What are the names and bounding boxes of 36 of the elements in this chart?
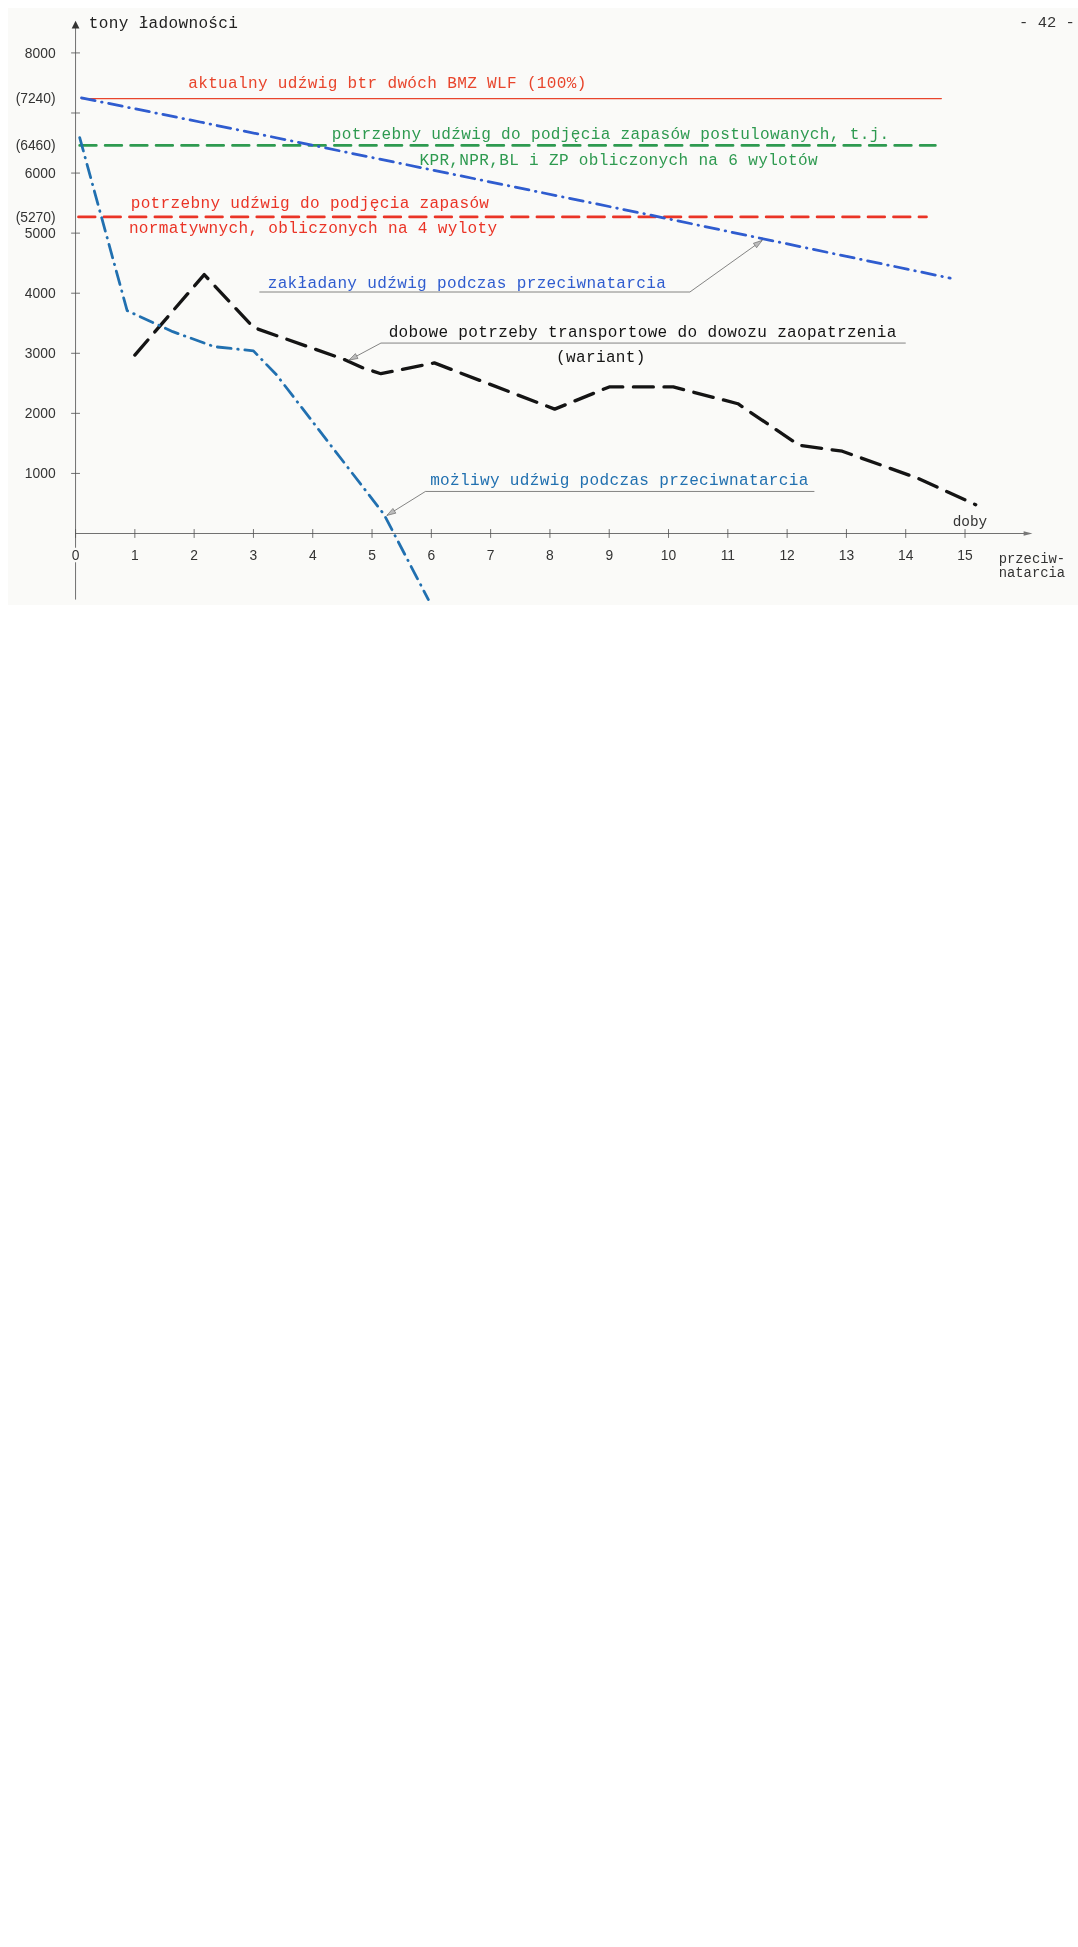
y-tick-label: 4000 [24, 285, 56, 302]
y-tick-label: 3000 [24, 345, 56, 362]
y-tick-label: 2000 [24, 405, 56, 422]
x-tick-label: 10 [660, 547, 677, 564]
x-tick-label: 5 [368, 547, 377, 564]
y-axis-title: tony ładowności [88, 15, 239, 34]
x-tick-label: 11 [720, 547, 736, 564]
y-tick-label: 6000 [24, 164, 56, 181]
x-tick-label: 1 [130, 547, 139, 564]
annotation: - 42 - [1019, 13, 1075, 32]
x-tick-label: 7 [486, 547, 495, 564]
series-label: potrzebny udźwig do podjęcia zapasów normatywnych, obliczonych na 4 wyloty [128, 194, 498, 238]
x-tick-label: 4 [308, 547, 317, 564]
x-tick-label: 3 [249, 547, 258, 564]
x-tick-label: 12 [779, 547, 795, 564]
x-tick-label: 2 [190, 547, 198, 564]
x-tick-label: 9 [605, 547, 614, 564]
y-tick-label: (6460) [15, 137, 56, 154]
y-tick-label: 8000 [24, 44, 56, 61]
x-tick-label: 13 [838, 547, 855, 564]
series-label: aktualny udźwig btr dwóch BMZ WLF (100%) [188, 75, 587, 94]
x-tick-label: 15 [957, 547, 974, 564]
y-tick-label: (5270) [15, 208, 56, 225]
x-tick-label: 14 [898, 547, 914, 564]
text: zakładany udźwig podczas przeciwnatarcia [267, 275, 667, 294]
text: możliwy udźwig podczas przeciwnatarcia [430, 471, 809, 490]
y-tick-label: 1000 [24, 465, 56, 482]
y-tick-label: 5000 [24, 224, 56, 241]
line-series [133, 272, 978, 507]
annotation: przeciw- natarcia [998, 551, 1066, 581]
series-label: potrzebny udźwig do podjęcia zapasów postulowanych, t.j. KPR,NPR,BL i ZP obliczonych na 6 wylotów [331, 126, 890, 170]
x-tick-label: 6 [427, 547, 436, 564]
y-tick-label: (7240) [15, 90, 56, 107]
x-tick-label: 8 [546, 547, 555, 564]
series-label: dobowe potrzeby transportowe do dowozu zaopatrzenia (wariant) [388, 324, 897, 368]
x-axis-title: doby [952, 513, 988, 530]
